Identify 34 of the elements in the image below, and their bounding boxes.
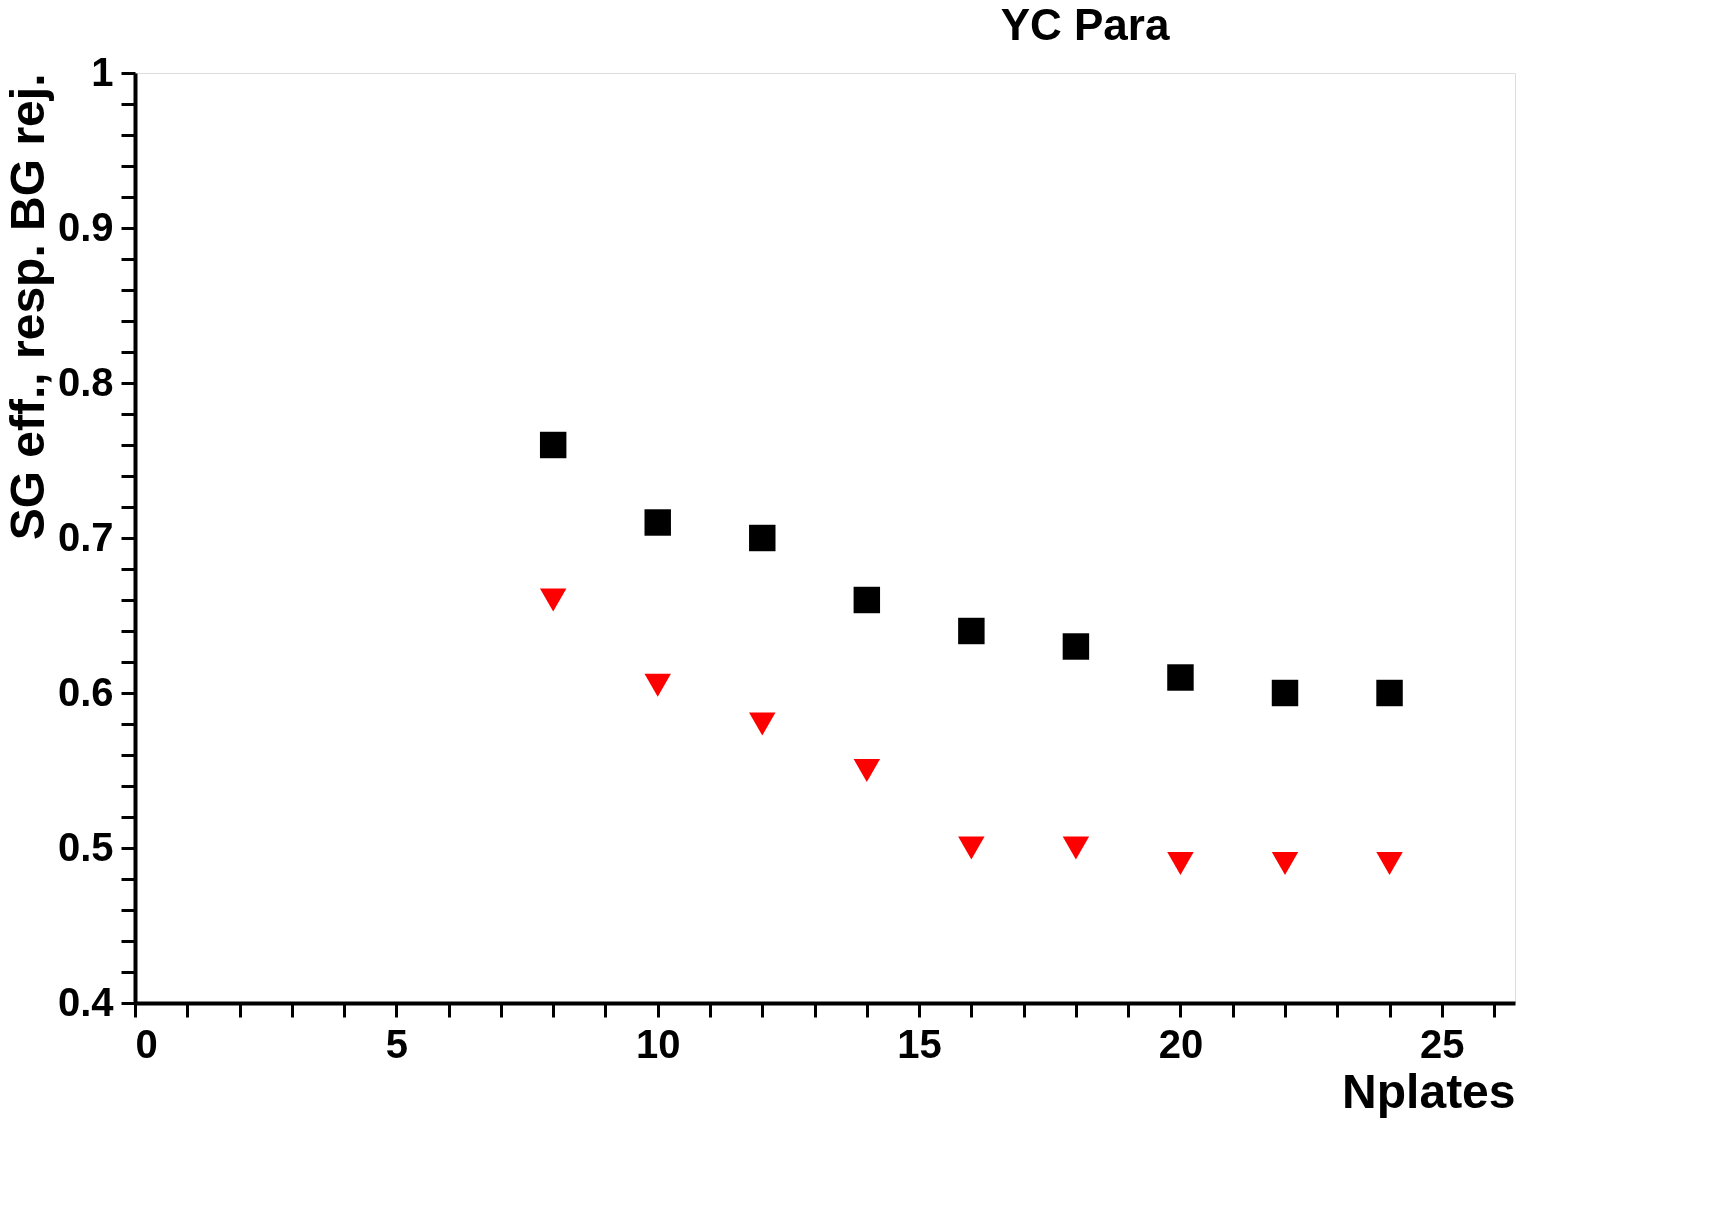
y-tick-label: 0.5 bbox=[57, 824, 114, 869]
point bbox=[644, 509, 671, 536]
x-axis-title: Nplates bbox=[1342, 1064, 1516, 1118]
point bbox=[958, 836, 985, 860]
chart-title: YC Para bbox=[1000, 0, 1170, 49]
point bbox=[539, 431, 567, 459]
point bbox=[1376, 852, 1403, 875]
x-tick-label: 25 bbox=[1420, 1021, 1465, 1066]
point bbox=[644, 673, 671, 697]
y-tick-label: 0.9 bbox=[57, 204, 114, 249]
point bbox=[1167, 852, 1194, 875]
point bbox=[1271, 679, 1299, 707]
y-tick-label: 0.4 bbox=[57, 979, 115, 1024]
x-tick-label: 5 bbox=[385, 1021, 408, 1066]
point bbox=[1167, 664, 1194, 691]
point bbox=[1062, 836, 1090, 860]
y-tick-label: 1 bbox=[91, 49, 114, 94]
point bbox=[958, 617, 985, 645]
point bbox=[853, 759, 881, 782]
x-tick-label: 15 bbox=[897, 1021, 942, 1066]
point bbox=[749, 524, 776, 552]
x-tick-label: 0 bbox=[135, 1021, 158, 1066]
point bbox=[749, 712, 776, 736]
point bbox=[1271, 852, 1299, 875]
y-tick-label: 0.8 bbox=[57, 359, 114, 404]
y-axis-title: SG eff., resp. BG rej. bbox=[0, 73, 54, 541]
point bbox=[1062, 633, 1090, 660]
point bbox=[1376, 679, 1403, 707]
point bbox=[853, 586, 881, 614]
x-tick-label: 10 bbox=[635, 1021, 681, 1066]
y-tick-label: 0.6 bbox=[57, 669, 114, 714]
x-tick-label: 20 bbox=[1158, 1021, 1204, 1066]
point bbox=[539, 588, 567, 612]
y-tick-label: 0.7 bbox=[57, 514, 114, 559]
